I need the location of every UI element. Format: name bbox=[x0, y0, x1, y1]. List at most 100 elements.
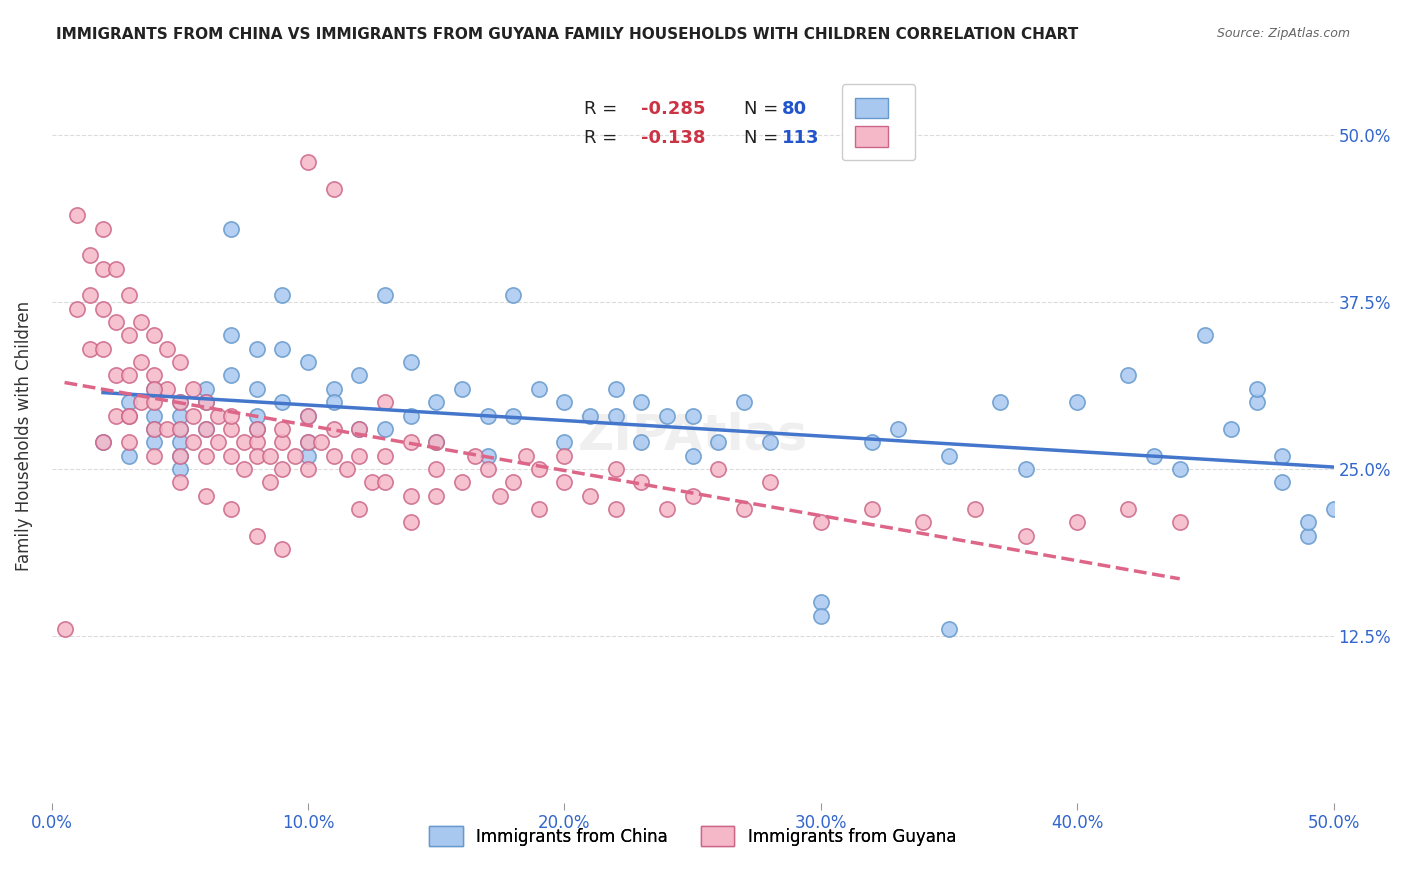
Text: 80: 80 bbox=[782, 100, 807, 118]
Point bbox=[1246, 382, 1268, 396]
Text: N =: N = bbox=[744, 129, 785, 147]
Point bbox=[118, 409, 141, 423]
Point bbox=[194, 422, 217, 436]
Point bbox=[489, 489, 512, 503]
Point bbox=[630, 435, 652, 450]
Point bbox=[104, 368, 127, 383]
Point bbox=[553, 475, 575, 490]
Point bbox=[758, 435, 780, 450]
Text: IMMIGRANTS FROM CHINA VS IMMIGRANTS FROM GUYANA FAMILY HOUSEHOLDS WITH CHILDREN : IMMIGRANTS FROM CHINA VS IMMIGRANTS FROM… bbox=[56, 27, 1078, 42]
Point bbox=[399, 489, 422, 503]
Point bbox=[425, 462, 447, 476]
Point bbox=[297, 449, 319, 463]
Point bbox=[131, 355, 153, 369]
Point bbox=[425, 489, 447, 503]
Text: -0.138: -0.138 bbox=[641, 129, 706, 147]
Point bbox=[91, 221, 114, 235]
Point bbox=[194, 449, 217, 463]
Point bbox=[374, 449, 396, 463]
Point bbox=[143, 422, 166, 436]
Point bbox=[143, 368, 166, 383]
Text: 113: 113 bbox=[782, 129, 820, 147]
Point bbox=[271, 541, 294, 556]
Point bbox=[219, 502, 242, 516]
Point bbox=[297, 155, 319, 169]
Point bbox=[104, 315, 127, 329]
Point bbox=[143, 382, 166, 396]
Point bbox=[169, 422, 191, 436]
Point bbox=[605, 409, 627, 423]
Point bbox=[169, 395, 191, 409]
Point bbox=[1066, 516, 1088, 530]
Point bbox=[143, 422, 166, 436]
Point bbox=[1322, 502, 1344, 516]
Point bbox=[502, 475, 524, 490]
Point bbox=[297, 409, 319, 423]
Point bbox=[118, 288, 141, 302]
Point bbox=[181, 409, 204, 423]
Point bbox=[1271, 449, 1294, 463]
Point bbox=[361, 475, 384, 490]
Point bbox=[246, 342, 269, 356]
Point bbox=[1118, 502, 1140, 516]
Point bbox=[399, 409, 422, 423]
Point bbox=[605, 502, 627, 516]
Point bbox=[259, 475, 281, 490]
Point bbox=[1271, 475, 1294, 490]
Point bbox=[246, 422, 269, 436]
Point bbox=[605, 382, 627, 396]
Text: N =: N = bbox=[744, 100, 785, 118]
Point bbox=[374, 288, 396, 302]
Point bbox=[309, 435, 332, 450]
Point bbox=[655, 409, 678, 423]
Point bbox=[194, 489, 217, 503]
Point bbox=[399, 435, 422, 450]
Point bbox=[131, 395, 153, 409]
Point bbox=[322, 449, 344, 463]
Point bbox=[169, 475, 191, 490]
Point bbox=[297, 435, 319, 450]
Point bbox=[733, 395, 755, 409]
Point bbox=[118, 449, 141, 463]
Point bbox=[1246, 395, 1268, 409]
Point bbox=[553, 449, 575, 463]
Point bbox=[91, 301, 114, 316]
Text: R =: R = bbox=[583, 100, 623, 118]
Point bbox=[53, 622, 76, 636]
Point bbox=[374, 475, 396, 490]
Point bbox=[297, 435, 319, 450]
Point bbox=[207, 409, 229, 423]
Point bbox=[860, 502, 883, 516]
Point bbox=[169, 409, 191, 423]
Point bbox=[169, 449, 191, 463]
Point bbox=[605, 462, 627, 476]
Point bbox=[284, 449, 307, 463]
Point bbox=[938, 622, 960, 636]
Point bbox=[246, 409, 269, 423]
Text: -0.285: -0.285 bbox=[641, 100, 706, 118]
Point bbox=[477, 409, 499, 423]
Point bbox=[118, 328, 141, 343]
Text: R =: R = bbox=[583, 129, 623, 147]
Point bbox=[399, 355, 422, 369]
Point bbox=[399, 516, 422, 530]
Point bbox=[1015, 529, 1038, 543]
Point bbox=[515, 449, 537, 463]
Point bbox=[758, 475, 780, 490]
Point bbox=[118, 395, 141, 409]
Point bbox=[349, 449, 371, 463]
Point bbox=[118, 409, 141, 423]
Point bbox=[502, 288, 524, 302]
Point bbox=[425, 435, 447, 450]
Point bbox=[655, 502, 678, 516]
Point bbox=[1194, 328, 1216, 343]
Point bbox=[886, 422, 908, 436]
Point bbox=[527, 382, 550, 396]
Point bbox=[66, 208, 89, 222]
Point bbox=[297, 462, 319, 476]
Point bbox=[425, 395, 447, 409]
Point bbox=[156, 422, 179, 436]
Point bbox=[271, 462, 294, 476]
Point bbox=[349, 502, 371, 516]
Point bbox=[194, 382, 217, 396]
